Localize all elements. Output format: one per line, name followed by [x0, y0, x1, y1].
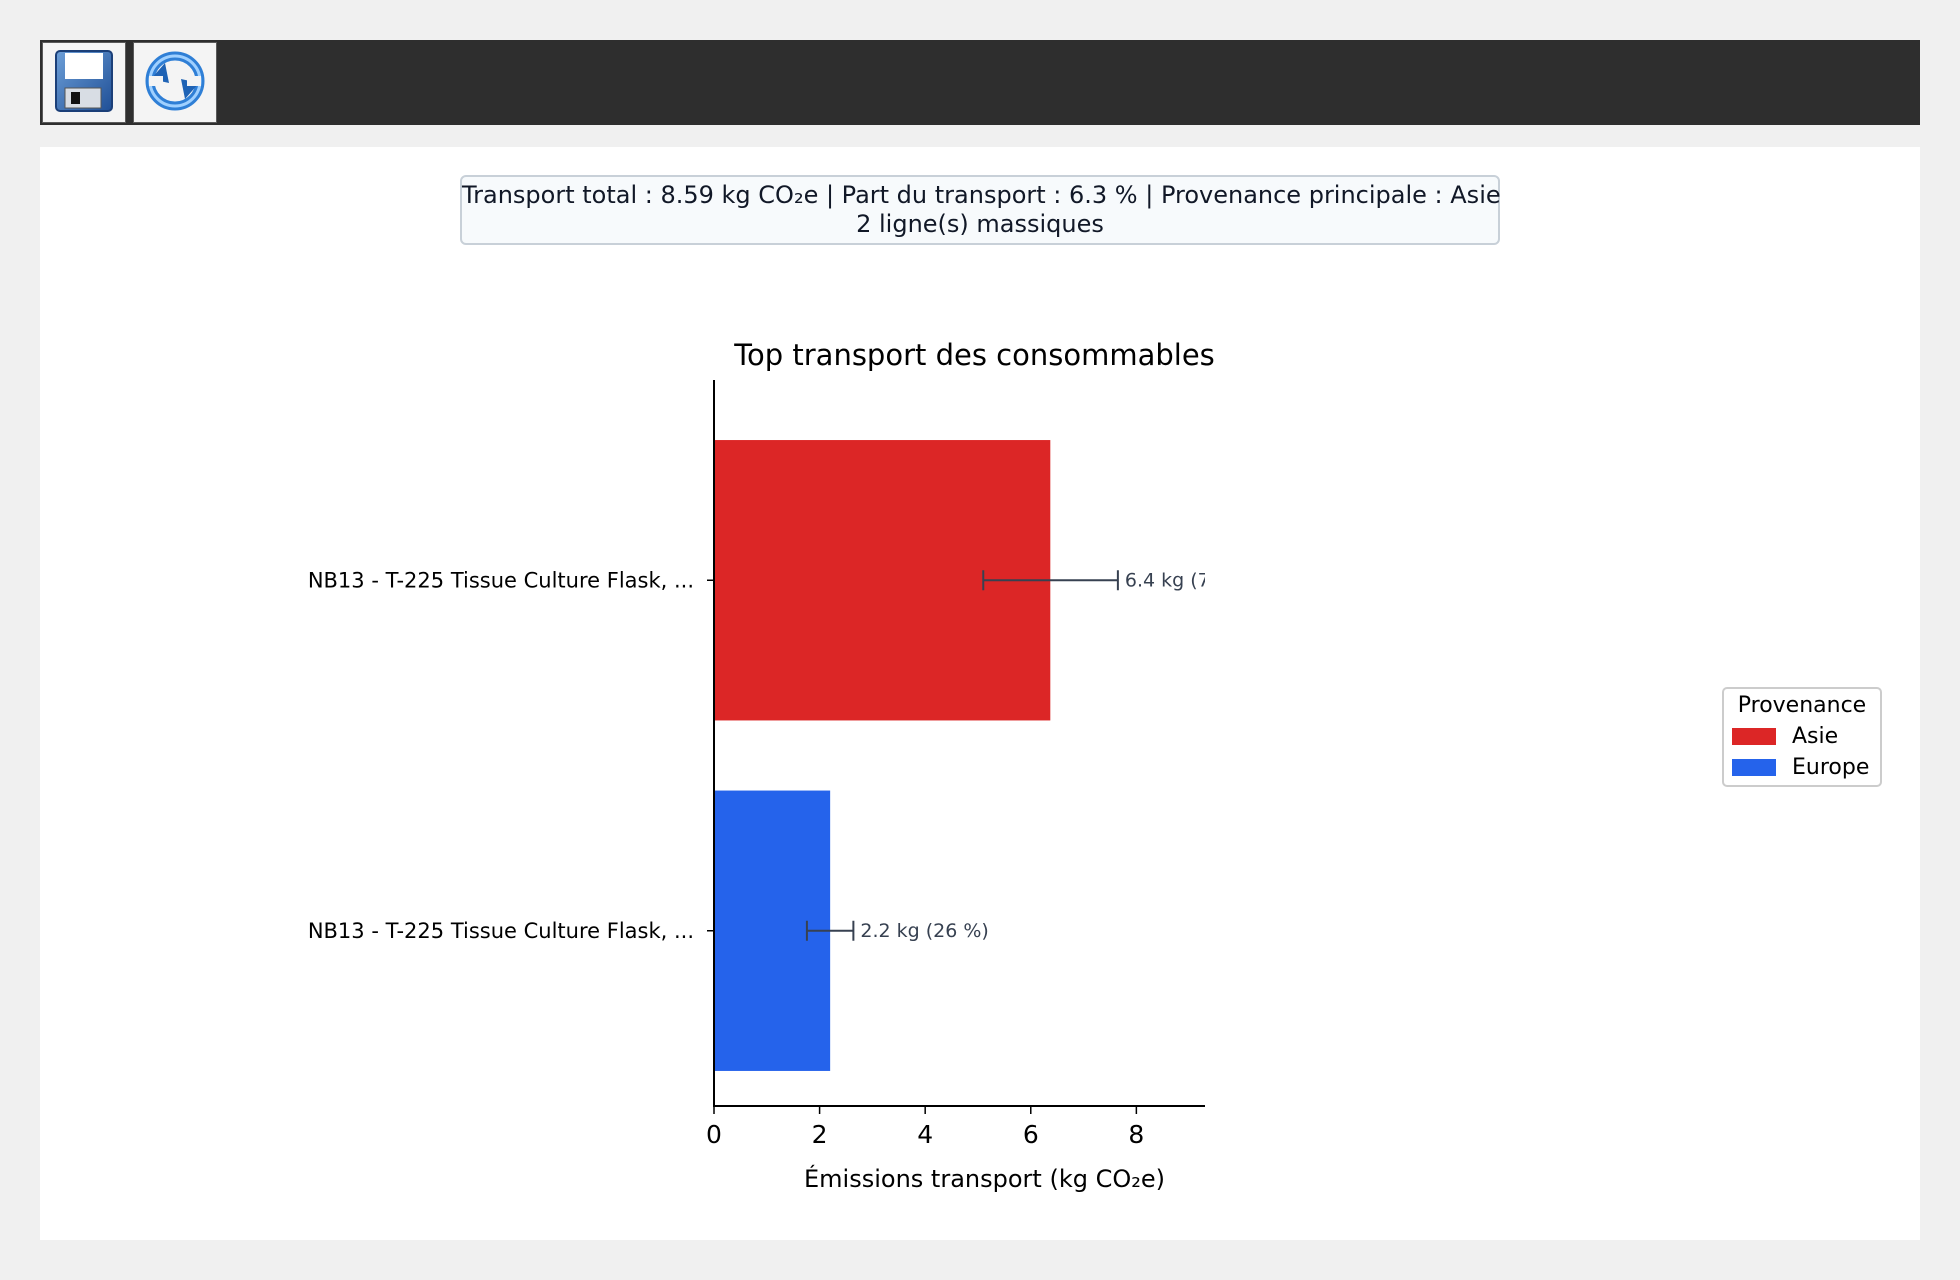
- data-label-1: 2.2 kg (26 %): [860, 920, 988, 942]
- summary-box: Transport total : 8.59 kg CO₂e | Part du…: [460, 175, 1501, 245]
- legend-label-asie: Asie: [1792, 723, 1839, 749]
- bar-chart: Top transport des consommables 6.4 kg (74…: [308, 338, 1253, 1193]
- refresh-button[interactable]: [133, 42, 217, 123]
- x-tick-label-1: 2: [812, 1120, 828, 1149]
- chart-title: Top transport des consommables: [733, 338, 1215, 372]
- x-axis-label: Émissions transport (kg CO₂e): [804, 1164, 1165, 1193]
- legend: Provenance Asie Europe: [1722, 687, 1882, 787]
- y-tick-label-1: NB13 - T-225 Tissue Culture Flask, ...: [308, 919, 694, 943]
- y-tick-label-0: NB13 - T-225 Tissue Culture Flask, ...: [308, 568, 694, 592]
- legend-title: Provenance: [1737, 693, 1867, 718]
- x-tick-label-2: 4: [917, 1120, 933, 1149]
- toolbar: [40, 40, 1920, 125]
- legend-item-asie: Asie: [1732, 723, 1838, 749]
- refresh-icon: [143, 49, 207, 117]
- save-button[interactable]: [42, 42, 126, 123]
- save-floppy-icon: [53, 48, 115, 118]
- legend-swatch-asie: [1732, 727, 1776, 745]
- legend-label-europe: Europe: [1792, 754, 1870, 780]
- x-tick-label-3: 6: [1023, 1120, 1039, 1149]
- error-bar-1: [805, 920, 855, 941]
- legend-item-europe: Europe: [1732, 754, 1869, 780]
- summary-line-1: Transport total : 8.59 kg CO₂e | Part du…: [462, 181, 1501, 209]
- chart-panel: Transport total : 8.59 kg CO₂e | Part du…: [40, 147, 1920, 1240]
- summary-line-2: 2 ligne(s) massiques: [856, 210, 1104, 238]
- error-bar-0: [982, 570, 1119, 591]
- x-tick-label-4: 8: [1128, 1120, 1144, 1149]
- x-tick-label-0: 0: [706, 1120, 722, 1149]
- data-label-0: 6.4 kg (74 %): [1125, 569, 1253, 591]
- legend-swatch-europe: [1732, 758, 1776, 776]
